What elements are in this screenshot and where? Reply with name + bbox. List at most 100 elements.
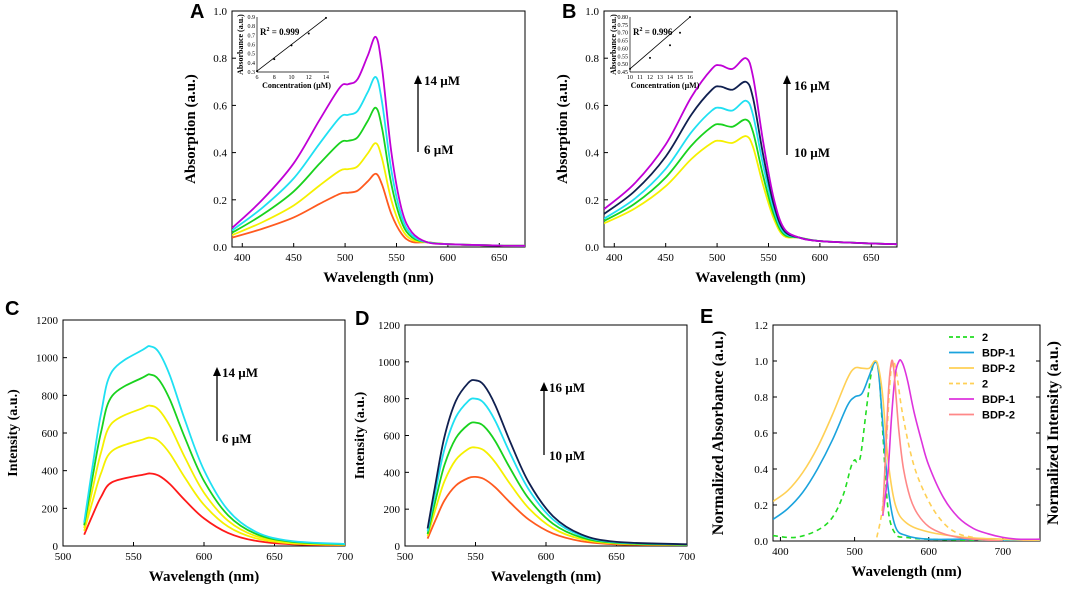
series-line-14-m [232,36,525,247]
x-tick-label: 400 [234,252,251,264]
chart-panel-a: A 400 450 500 550 600 650 0.0 0.2 0.4 0.6 0.8 1.0 Wav… [183,1,526,286]
inset-x-title: Concentration (µM) [262,81,331,90]
series-line-8-m [232,142,525,247]
x-tick-label: 550 [388,252,405,264]
inset-y-tick-label: 0.60 [618,46,629,52]
series-line-10-m [83,404,345,546]
series-line-bdp-2 [882,359,1003,541]
x-tick-label: 500 [397,551,414,563]
x-tick-label: 500 [846,546,863,558]
chart-panel-c: C 500 550 600 650 700 0 200 400 600 800 1000 1200 Wav… [5,298,354,585]
y-tick-label: 400 [384,467,401,479]
series-group [773,358,1040,541]
y-tick-label: 0.0 [754,536,768,548]
panel-label: E [700,306,713,328]
inset-data-point [689,16,691,18]
series-group [232,36,525,247]
r2-base: R [633,27,640,37]
inset-y-tick-label: 0.80 [618,15,629,21]
y-tick-label: 1000 [378,357,401,369]
panel-label: A [190,1,204,23]
inset-data-point [290,44,293,47]
inset-y-tick-label: 0.50 [618,62,629,68]
y-tick-label: 0 [53,541,59,553]
arrow-head-icon [783,75,791,84]
r2-base: R [260,27,267,37]
annotation-top: 16 µM [549,380,585,395]
inset-y-tick-label: 0.6 [248,43,256,49]
inset-y-tick-label: 0.55 [618,54,629,60]
inset-x-tick-label: 8 [273,75,276,81]
r2-superscript: 2 [267,27,270,33]
y-axis-title: Intensity (a.u.) [353,391,368,479]
arrow-head-icon [213,367,221,376]
inset-x-tick-label: 6 [256,75,259,81]
inset-x-tick-label: 11 [637,75,643,81]
panel-label: B [562,1,576,23]
inset-x-tick-label: 10 [627,75,633,81]
inset-y-tick-label: 0.5 [248,52,256,58]
x-tick-label: 600 [812,252,829,264]
legend-label: 2 [982,379,988,391]
inset-y-tick-label: 0.75 [618,23,629,29]
inset-x-tick-label: 12 [306,75,312,81]
x-tick-label: 700 [995,546,1012,558]
y-axis-title: Absorption (a.u.) [555,74,571,184]
y-tick-label: 0.4 [585,148,599,160]
x-tick-label: 650 [608,551,625,563]
arrow-head-icon [540,382,548,391]
inset-y-title: Absorbance (a.u.) [236,14,245,75]
panel-label: C [5,298,19,320]
y-tick-label: 0.6 [585,100,599,112]
y-tick-label: 1.2 [754,320,768,332]
series-group [426,379,687,546]
y-tick-label: 600 [384,431,401,443]
series-line-8-m [83,436,345,546]
y-tick-label: 0.2 [585,195,599,207]
y-tick-label: 0.8 [754,392,768,404]
legend-label: BDP-1 [982,348,1015,360]
inset-data-point [679,31,681,34]
panel-label: D [355,308,369,330]
y-tick-label: 1200 [36,315,59,327]
x-tick-label: 700 [679,551,696,563]
inset-r-squared: R2 = 0.996 [633,27,673,37]
x-tick-label: 500 [337,252,354,264]
series-line-bdp-1 [773,361,1040,541]
annotation-top: 14 µM [424,73,460,88]
x-tick-label: 650 [863,252,880,264]
series-line-10-m [426,475,687,546]
plot-frame [231,10,526,248]
inset-r-squared: R2 = 0.999 [260,27,300,37]
arrow-head-icon [414,75,422,84]
series-line-14-m [83,345,345,545]
inset-x-tick-label: 10 [289,75,295,81]
x-tick-label: 650 [491,252,508,264]
inset-y-tick-label: 0.8 [248,24,256,30]
r2-superscript: 2 [640,27,643,33]
y-tick-label: 0.8 [213,53,227,65]
x-tick-label: 600 [921,546,938,558]
series-group [604,57,897,246]
legend-label: BDP-2 [982,363,1015,375]
inset-x-tick-label: 12 [647,75,653,81]
chart-panel-d: D 500 550 600 650 700 0 200 400 600 800 1000 1200 Wav… [353,308,696,585]
inset-x-title: Concentration (µM) [631,81,700,90]
y-tick-label: 1.0 [213,6,227,18]
series-line-16-m [426,379,687,546]
series-line-12-m [426,446,687,546]
series-line-bdp-2 [773,360,1040,541]
inset-data-point [649,56,651,59]
y-tick-label: 1.0 [754,356,768,368]
series-line-15-m [426,397,687,546]
legend-label: 2 [982,332,988,344]
x-tick-label: 400 [772,546,789,558]
inset-fit-line [629,16,691,70]
x-tick-label: 450 [285,252,302,264]
inset-data-point [669,44,671,47]
inset-plot: 0.45 0.50 0.55 0.600.65 0.70 0.75 0.80 10 11 12 13… [609,14,700,90]
inset-x-tick-label: 13 [657,75,663,81]
y-tick-label: 0.0 [585,242,599,254]
y-tick-label: 0.4 [213,148,227,160]
annotation-top: 14 µM [222,365,258,380]
